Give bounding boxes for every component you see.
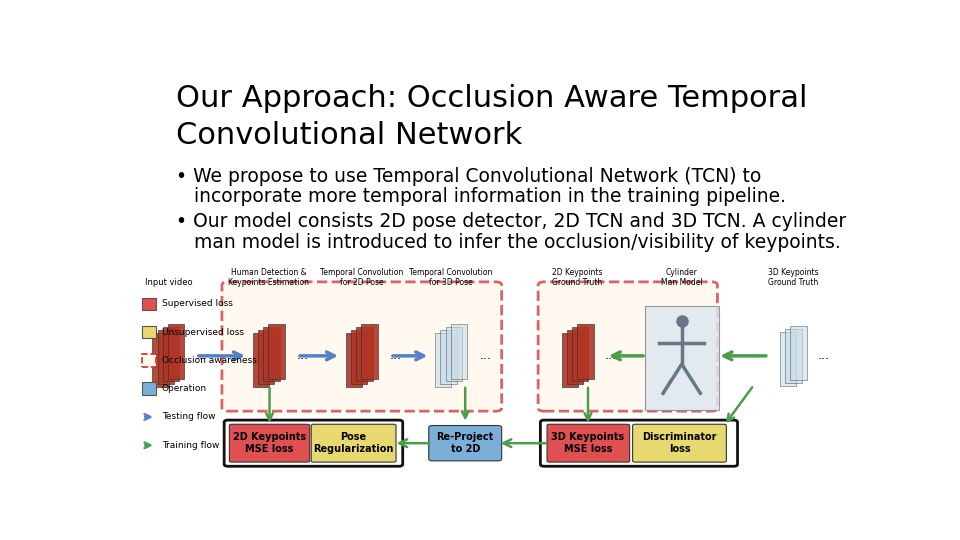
Text: Temporal Convolution
for 3D Pose: Temporal Convolution for 3D Pose bbox=[409, 268, 492, 287]
FancyBboxPatch shape bbox=[785, 329, 802, 383]
Text: Convolutional Network: Convolutional Network bbox=[176, 121, 522, 150]
FancyBboxPatch shape bbox=[780, 332, 796, 386]
FancyBboxPatch shape bbox=[142, 298, 156, 310]
FancyBboxPatch shape bbox=[356, 327, 372, 381]
Text: Training flow: Training flow bbox=[161, 441, 219, 450]
FancyBboxPatch shape bbox=[168, 325, 184, 379]
FancyBboxPatch shape bbox=[142, 354, 156, 367]
FancyBboxPatch shape bbox=[633, 424, 727, 462]
Text: man model is introduced to infer the occlusion/visibility of keypoints.: man model is introduced to infer the occ… bbox=[176, 233, 841, 252]
Text: ...: ... bbox=[297, 349, 309, 362]
FancyBboxPatch shape bbox=[163, 327, 180, 381]
FancyBboxPatch shape bbox=[224, 420, 403, 466]
Text: ...: ... bbox=[605, 349, 617, 362]
FancyBboxPatch shape bbox=[153, 333, 169, 387]
Text: Occlusion awareness: Occlusion awareness bbox=[161, 356, 256, 365]
FancyBboxPatch shape bbox=[577, 325, 593, 379]
FancyBboxPatch shape bbox=[229, 424, 310, 462]
FancyBboxPatch shape bbox=[445, 327, 462, 381]
Text: 3D Keypoints
MSE loss: 3D Keypoints MSE loss bbox=[551, 433, 625, 454]
FancyBboxPatch shape bbox=[547, 424, 630, 462]
Text: Our Approach: Occlusion Aware Temporal: Our Approach: Occlusion Aware Temporal bbox=[176, 84, 807, 112]
FancyBboxPatch shape bbox=[157, 330, 174, 384]
Text: ...: ... bbox=[818, 349, 829, 362]
Text: incorporate more temporal information in the training pipeline.: incorporate more temporal information in… bbox=[176, 187, 786, 206]
Text: ...: ... bbox=[196, 349, 208, 362]
Text: • We propose to use Temporal Convolutional Network (TCN) to: • We propose to use Temporal Convolution… bbox=[176, 167, 761, 186]
FancyBboxPatch shape bbox=[562, 333, 578, 387]
Text: Operation: Operation bbox=[161, 384, 206, 393]
FancyBboxPatch shape bbox=[361, 325, 378, 379]
FancyBboxPatch shape bbox=[269, 325, 285, 379]
FancyBboxPatch shape bbox=[142, 382, 156, 395]
Text: Discriminator
loss: Discriminator loss bbox=[642, 433, 717, 454]
FancyBboxPatch shape bbox=[566, 330, 583, 384]
FancyBboxPatch shape bbox=[441, 330, 457, 384]
FancyBboxPatch shape bbox=[644, 306, 719, 410]
FancyBboxPatch shape bbox=[252, 333, 269, 387]
Text: Temporal Convolution
for 2D Pose: Temporal Convolution for 2D Pose bbox=[320, 268, 403, 287]
Text: Human Detection &
Keypoints Estimation: Human Detection & Keypoints Estimation bbox=[228, 268, 309, 287]
FancyBboxPatch shape bbox=[539, 282, 717, 411]
FancyBboxPatch shape bbox=[142, 326, 156, 339]
Text: Pose
Regularization: Pose Regularization bbox=[313, 433, 394, 454]
FancyBboxPatch shape bbox=[346, 333, 362, 387]
FancyBboxPatch shape bbox=[450, 325, 468, 379]
Text: Re-Project
to 2D: Re-Project to 2D bbox=[437, 433, 493, 454]
Text: ...: ... bbox=[479, 349, 492, 362]
Text: 3D Keypoints
Ground Truth: 3D Keypoints Ground Truth bbox=[768, 268, 819, 287]
FancyBboxPatch shape bbox=[790, 326, 806, 380]
Text: Supervised loss: Supervised loss bbox=[161, 299, 232, 308]
FancyBboxPatch shape bbox=[429, 426, 502, 461]
FancyBboxPatch shape bbox=[351, 330, 368, 384]
FancyBboxPatch shape bbox=[540, 420, 737, 466]
Text: ...: ... bbox=[390, 349, 402, 362]
FancyBboxPatch shape bbox=[435, 333, 451, 387]
FancyBboxPatch shape bbox=[222, 282, 502, 411]
Text: Input video: Input video bbox=[145, 278, 192, 287]
FancyBboxPatch shape bbox=[311, 424, 396, 462]
FancyBboxPatch shape bbox=[258, 330, 275, 384]
FancyBboxPatch shape bbox=[263, 327, 279, 381]
Text: 2D Keypoints
Ground Truth: 2D Keypoints Ground Truth bbox=[552, 268, 603, 287]
FancyBboxPatch shape bbox=[572, 327, 588, 381]
Text: Testing flow: Testing flow bbox=[161, 413, 215, 422]
Text: Cylinder
Man Model: Cylinder Man Model bbox=[660, 268, 703, 287]
Text: 2D Keypoints
MSE loss: 2D Keypoints MSE loss bbox=[233, 433, 306, 454]
Text: Unsupervised loss: Unsupervised loss bbox=[161, 328, 244, 336]
Text: • Our model consists 2D pose detector, 2D TCN and 3D TCN. A cylinder: • Our model consists 2D pose detector, 2… bbox=[176, 212, 846, 232]
